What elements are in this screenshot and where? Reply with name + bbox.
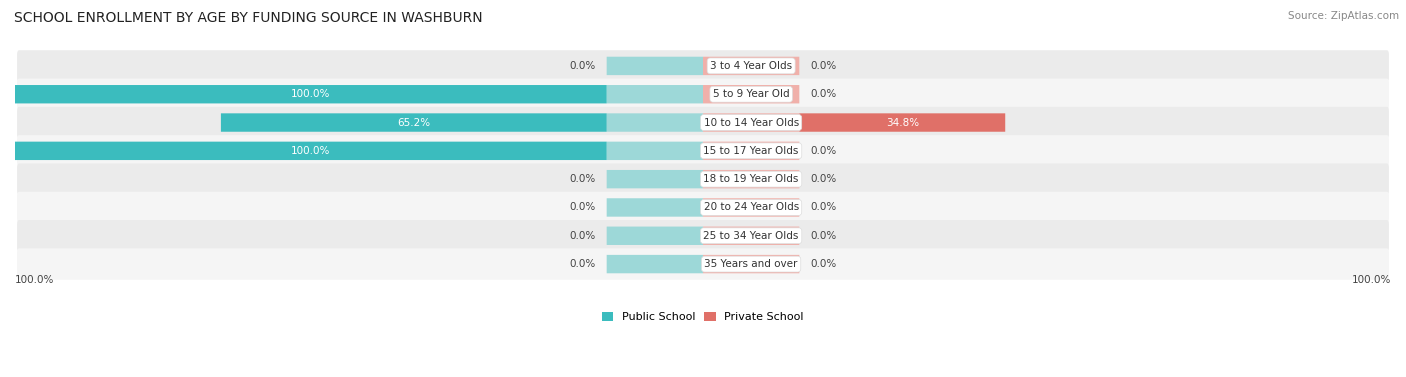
Text: 34.8%: 34.8% bbox=[886, 118, 920, 127]
FancyBboxPatch shape bbox=[703, 227, 800, 245]
Text: 3 to 4 Year Olds: 3 to 4 Year Olds bbox=[710, 61, 792, 71]
Text: 100.0%: 100.0% bbox=[291, 89, 330, 99]
FancyBboxPatch shape bbox=[606, 142, 703, 160]
Text: 0.0%: 0.0% bbox=[810, 89, 837, 99]
FancyBboxPatch shape bbox=[800, 113, 1005, 132]
Text: 0.0%: 0.0% bbox=[810, 174, 837, 184]
Text: 0.0%: 0.0% bbox=[810, 231, 837, 241]
Legend: Public School, Private School: Public School, Private School bbox=[598, 307, 808, 326]
FancyBboxPatch shape bbox=[17, 50, 1389, 82]
FancyBboxPatch shape bbox=[606, 170, 703, 188]
FancyBboxPatch shape bbox=[15, 142, 606, 160]
FancyBboxPatch shape bbox=[17, 248, 1389, 280]
Text: 0.0%: 0.0% bbox=[569, 231, 596, 241]
Text: 100.0%: 100.0% bbox=[291, 146, 330, 156]
FancyBboxPatch shape bbox=[221, 113, 606, 132]
FancyBboxPatch shape bbox=[17, 220, 1389, 251]
FancyBboxPatch shape bbox=[606, 198, 703, 217]
FancyBboxPatch shape bbox=[15, 85, 606, 103]
FancyBboxPatch shape bbox=[703, 57, 800, 75]
Text: 10 to 14 Year Olds: 10 to 14 Year Olds bbox=[703, 118, 799, 127]
FancyBboxPatch shape bbox=[17, 164, 1389, 195]
Text: SCHOOL ENROLLMENT BY AGE BY FUNDING SOURCE IN WASHBURN: SCHOOL ENROLLMENT BY AGE BY FUNDING SOUR… bbox=[14, 11, 482, 25]
FancyBboxPatch shape bbox=[606, 57, 703, 75]
Text: 0.0%: 0.0% bbox=[569, 202, 596, 213]
FancyBboxPatch shape bbox=[703, 113, 800, 132]
FancyBboxPatch shape bbox=[17, 135, 1389, 167]
FancyBboxPatch shape bbox=[17, 78, 1389, 110]
Text: 65.2%: 65.2% bbox=[398, 118, 430, 127]
Text: 100.0%: 100.0% bbox=[15, 275, 55, 285]
FancyBboxPatch shape bbox=[606, 255, 703, 273]
Text: 35 Years and over: 35 Years and over bbox=[704, 259, 797, 269]
Text: 0.0%: 0.0% bbox=[569, 174, 596, 184]
Text: 20 to 24 Year Olds: 20 to 24 Year Olds bbox=[703, 202, 799, 213]
FancyBboxPatch shape bbox=[17, 192, 1389, 223]
FancyBboxPatch shape bbox=[17, 107, 1389, 138]
Text: 0.0%: 0.0% bbox=[810, 259, 837, 269]
Text: 0.0%: 0.0% bbox=[810, 61, 837, 71]
FancyBboxPatch shape bbox=[703, 85, 800, 103]
FancyBboxPatch shape bbox=[606, 227, 703, 245]
Text: 0.0%: 0.0% bbox=[569, 61, 596, 71]
FancyBboxPatch shape bbox=[606, 113, 703, 132]
Text: 0.0%: 0.0% bbox=[810, 146, 837, 156]
FancyBboxPatch shape bbox=[703, 142, 800, 160]
Text: 25 to 34 Year Olds: 25 to 34 Year Olds bbox=[703, 231, 799, 241]
Text: 0.0%: 0.0% bbox=[569, 259, 596, 269]
Text: 100.0%: 100.0% bbox=[1351, 275, 1391, 285]
Text: 15 to 17 Year Olds: 15 to 17 Year Olds bbox=[703, 146, 799, 156]
Text: 5 to 9 Year Old: 5 to 9 Year Old bbox=[713, 89, 790, 99]
FancyBboxPatch shape bbox=[703, 255, 800, 273]
Text: 0.0%: 0.0% bbox=[810, 202, 837, 213]
FancyBboxPatch shape bbox=[606, 85, 703, 103]
Text: 18 to 19 Year Olds: 18 to 19 Year Olds bbox=[703, 174, 799, 184]
FancyBboxPatch shape bbox=[703, 170, 800, 188]
Text: Source: ZipAtlas.com: Source: ZipAtlas.com bbox=[1288, 11, 1399, 21]
FancyBboxPatch shape bbox=[703, 198, 800, 217]
